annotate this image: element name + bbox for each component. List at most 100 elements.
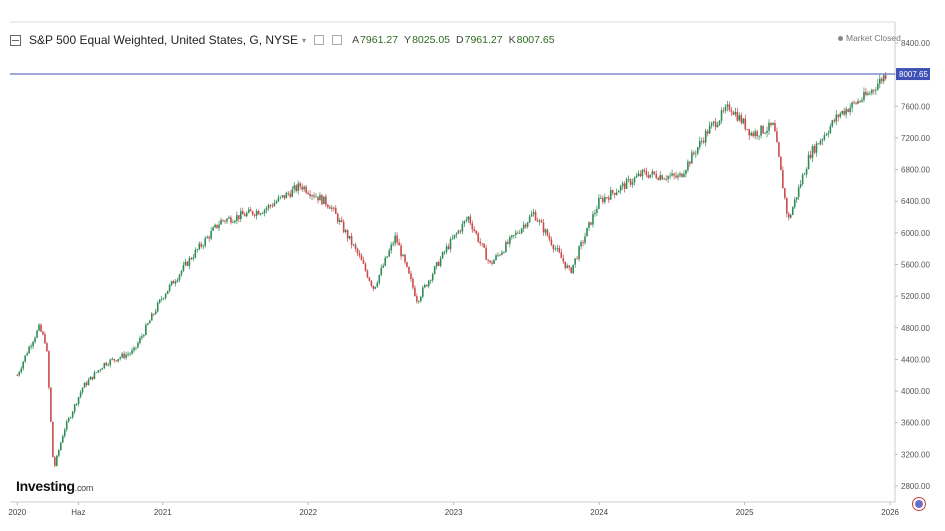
candle-body — [412, 278, 414, 288]
candle-body — [491, 262, 493, 264]
candle-body — [853, 102, 855, 104]
x-tick-label: 2021 — [154, 508, 172, 517]
candle-body — [437, 262, 440, 266]
candle-body — [224, 220, 226, 222]
candle-body — [269, 205, 272, 206]
collapse-icon[interactable] — [10, 34, 21, 46]
settings-icon[interactable] — [314, 35, 325, 45]
candle-body — [384, 257, 387, 266]
candle-body — [378, 274, 381, 283]
candle-body — [762, 125, 764, 134]
market-status: Market Closed — [838, 33, 901, 43]
candle-body — [505, 241, 507, 253]
candle-body — [93, 372, 96, 380]
candle-body — [263, 209, 266, 214]
candle-body — [295, 185, 298, 192]
candle-body — [687, 161, 689, 171]
candle-body — [168, 284, 171, 291]
candle-body — [109, 359, 112, 365]
candle-body — [188, 258, 191, 266]
candle-body — [726, 104, 729, 107]
candle-body — [875, 89, 877, 91]
market-status-text: Market Closed — [846, 33, 901, 43]
candle-body — [724, 106, 727, 111]
candle-body — [56, 455, 58, 466]
candle-body — [24, 355, 26, 362]
x-tick-label: 2023 — [445, 508, 463, 517]
candle-body — [645, 171, 648, 176]
chevron-down-icon[interactable]: ▾ — [302, 35, 307, 45]
candle-body — [738, 115, 741, 121]
candle-body — [615, 192, 618, 196]
candle-body — [495, 255, 497, 260]
candle-body — [305, 186, 307, 193]
candle-body — [485, 247, 487, 260]
candle-body — [329, 207, 331, 209]
candle-body — [107, 364, 110, 366]
candle-body — [238, 215, 240, 220]
candle-body — [32, 341, 34, 347]
globe-icon[interactable] — [912, 497, 926, 511]
candle-body — [588, 222, 590, 228]
candle-body — [473, 229, 476, 231]
candle-body — [637, 173, 640, 177]
candle-body — [162, 297, 165, 299]
candle-body — [289, 193, 292, 197]
y-tick-label: 3600.00 — [901, 419, 930, 428]
candle-body — [390, 244, 392, 251]
candle-body — [789, 214, 792, 218]
candle-body — [817, 143, 820, 145]
candle-body — [451, 238, 454, 240]
candle-body — [772, 123, 774, 126]
candle-body — [156, 302, 159, 312]
candle-body — [734, 111, 737, 115]
candle-body — [538, 220, 541, 222]
candle-body — [303, 186, 305, 190]
candle-body — [131, 350, 133, 354]
chart-title: S&P 500 Equal Weighted, United States, G… — [29, 33, 299, 47]
candle-body — [768, 122, 770, 131]
candle-body — [152, 313, 155, 315]
candle-body — [299, 183, 301, 187]
candle-body — [704, 131, 707, 143]
candle-body — [671, 173, 673, 176]
candle-body — [408, 266, 410, 274]
candle-body — [81, 387, 84, 393]
candle-body — [878, 78, 881, 84]
candle-body — [839, 113, 842, 117]
candle-body — [554, 248, 557, 250]
candle-body — [481, 243, 483, 245]
candle-body — [849, 107, 851, 112]
investing-logo[interactable]: Investing.com — [16, 478, 93, 494]
candle-body — [453, 234, 456, 239]
candle-body — [657, 178, 660, 180]
candle-body — [507, 241, 509, 244]
candle-body — [596, 208, 598, 213]
candle-body — [841, 110, 844, 114]
candle-body — [340, 220, 343, 222]
candle-body — [455, 233, 458, 235]
candle-body — [540, 220, 543, 223]
candle-body — [65, 421, 68, 430]
candle-body — [166, 290, 169, 295]
candle-body — [754, 131, 756, 137]
candle-body — [833, 120, 836, 122]
candle-body — [348, 235, 351, 239]
candle-body — [582, 242, 584, 243]
candle-body — [423, 284, 426, 288]
candle-body — [293, 185, 296, 190]
candle-body — [196, 249, 199, 251]
eye-icon[interactable] — [332, 35, 343, 45]
candle-body — [257, 210, 260, 215]
candle-body — [635, 176, 638, 178]
candle-body — [321, 194, 323, 205]
candle-body — [79, 392, 82, 397]
candle-body — [307, 192, 309, 195]
candle-body — [805, 169, 808, 175]
candle-body — [562, 258, 565, 262]
candle-body — [594, 212, 596, 215]
candle-body — [867, 93, 869, 96]
candle-body — [26, 353, 28, 356]
candle-body — [291, 189, 294, 197]
